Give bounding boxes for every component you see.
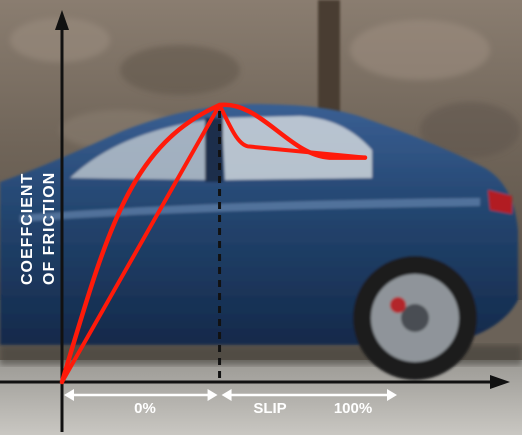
slip-annotations (64, 111, 397, 401)
car (0, 104, 518, 380)
right-range-arrowhead-right (387, 389, 397, 401)
tail-light (488, 190, 512, 214)
y-axis-label-line-2: OF FRICTION (41, 172, 58, 285)
tick-label-100-percent: 100% (334, 400, 372, 417)
right-range-arrowhead-left (221, 389, 232, 401)
y-axis-label-line-1: COEFFCIENT (19, 173, 36, 285)
rear-hub (401, 304, 429, 332)
brake-caliper (390, 297, 406, 313)
friction-curves (59, 102, 368, 385)
x-axis-arrowhead (490, 375, 510, 389)
rear-window (222, 116, 372, 180)
friction-curve-2 (60, 103, 367, 384)
body-highlight (20, 198, 480, 222)
tree-trunk (318, 0, 340, 140)
friction-curve-1 (59, 102, 368, 385)
left-range-arrowhead-left (64, 389, 74, 401)
left-range-arrowhead-right (207, 389, 218, 401)
x-axis-label-slip: SLIP (253, 400, 286, 417)
tick-label-0-percent: 0% (134, 400, 156, 417)
axes (0, 10, 510, 432)
y-axis-arrowhead (55, 10, 69, 30)
